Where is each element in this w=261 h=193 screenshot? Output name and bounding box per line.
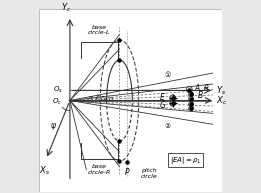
Text: $E$: $E$ — [159, 91, 166, 102]
Text: $\theta$: $\theta$ — [203, 82, 210, 93]
Text: $\xi$: $\xi$ — [95, 93, 100, 102]
Text: ②: ② — [189, 92, 193, 96]
Text: pitch
circle: pitch circle — [140, 168, 157, 179]
Text: ⑤: ⑤ — [189, 106, 193, 110]
Text: $Y_c$: $Y_c$ — [61, 2, 72, 14]
Text: $P$: $P$ — [123, 166, 130, 177]
Text: $\eta$: $\eta$ — [108, 95, 114, 102]
Text: ④: ④ — [189, 102, 193, 106]
Text: $X_s$: $X_s$ — [39, 165, 50, 177]
Text: $B$: $B$ — [197, 89, 203, 100]
Text: ①: ① — [164, 72, 170, 78]
Text: $A$: $A$ — [194, 82, 201, 93]
Text: $\psi$: $\psi$ — [50, 121, 57, 132]
Text: $\zeta_w$: $\zeta_w$ — [100, 94, 108, 103]
Text: $X_c$: $X_c$ — [216, 94, 227, 107]
Text: $|EA|=\rho_1$: $|EA|=\rho_1$ — [170, 155, 201, 166]
Text: ③: ③ — [189, 97, 193, 101]
Text: $G$: $G$ — [159, 99, 166, 110]
Text: $O_c$: $O_c$ — [52, 96, 63, 107]
Text: $\alpha$: $\alpha$ — [88, 94, 94, 101]
Text: base
circle-R: base circle-R — [88, 164, 111, 175]
Text: base
circle-L: base circle-L — [88, 25, 111, 35]
Text: $Y_s$: $Y_s$ — [216, 84, 226, 97]
Text: ②: ② — [164, 123, 170, 129]
Text: $O_s$: $O_s$ — [53, 84, 63, 95]
